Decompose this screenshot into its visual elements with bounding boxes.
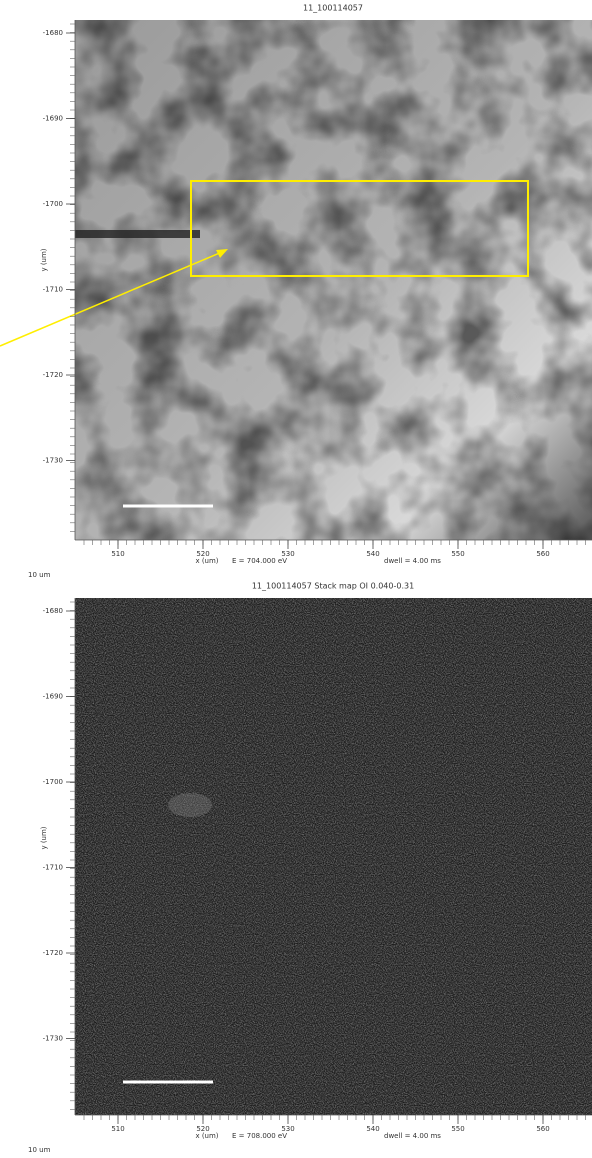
- image-panel-1: [0, 20, 592, 540]
- image-panel-2: [75, 598, 592, 1115]
- x-tick-label: 540: [366, 550, 379, 558]
- y-tick-label: -1700: [43, 200, 63, 208]
- y-tick-label: -1720: [43, 949, 63, 957]
- y-tick-label: -1680: [43, 29, 63, 37]
- energy: E = 704.000 eV: [232, 557, 287, 565]
- y-tick-label: -1680: [43, 607, 63, 615]
- x-axis-label: x (um): [195, 557, 218, 565]
- y-tick-label: -1700: [43, 778, 63, 786]
- y-tick-label: -1720: [43, 371, 63, 379]
- x-tick-label: 560: [536, 1125, 549, 1133]
- y-axis-label: y (um): [40, 826, 48, 849]
- x-axis-label: x (um): [195, 1132, 218, 1140]
- y-tick-label: -1690: [43, 115, 63, 123]
- panel-title: 11_100114057 Stack map OI 0.040-0.31: [252, 582, 414, 591]
- scale-bar-label: 10 um: [28, 571, 51, 579]
- y-tick-label: -1710: [43, 864, 63, 872]
- page: STXM images html, body { margin: 0; padd…: [0, 0, 592, 1154]
- x-tick-label: 510: [111, 1125, 124, 1133]
- figure: 11_100114057 -1680 -1690 -1700 -1710 -1720 -17…: [0, 0, 592, 1154]
- x-tick-label: 550: [451, 550, 464, 558]
- y-tick-label: -1730: [43, 457, 63, 465]
- y-tick-label: -1730: [43, 1035, 63, 1043]
- y-tick-label: -1690: [43, 693, 63, 701]
- dwell: dwell = 4.00 ms: [384, 557, 441, 565]
- y-tick-label: -1710: [43, 286, 63, 294]
- y-axis-label: y (um): [40, 248, 48, 271]
- x-tick-label: 540: [366, 1125, 379, 1133]
- page-body: {"panels": [ {"title": "11_100114057", "…: [0, 0, 592, 1154]
- panel-title: 11_100114057: [303, 4, 363, 13]
- x-tick-label: 560: [536, 550, 549, 558]
- x-tick-label: 550: [451, 1125, 464, 1133]
- dwell: dwell = 4.00 ms: [384, 1132, 441, 1140]
- scale-bar-label: 10 um: [28, 1146, 51, 1154]
- energy: E = 708.000 eV: [232, 1132, 287, 1140]
- x-tick-label: 510: [111, 550, 124, 558]
